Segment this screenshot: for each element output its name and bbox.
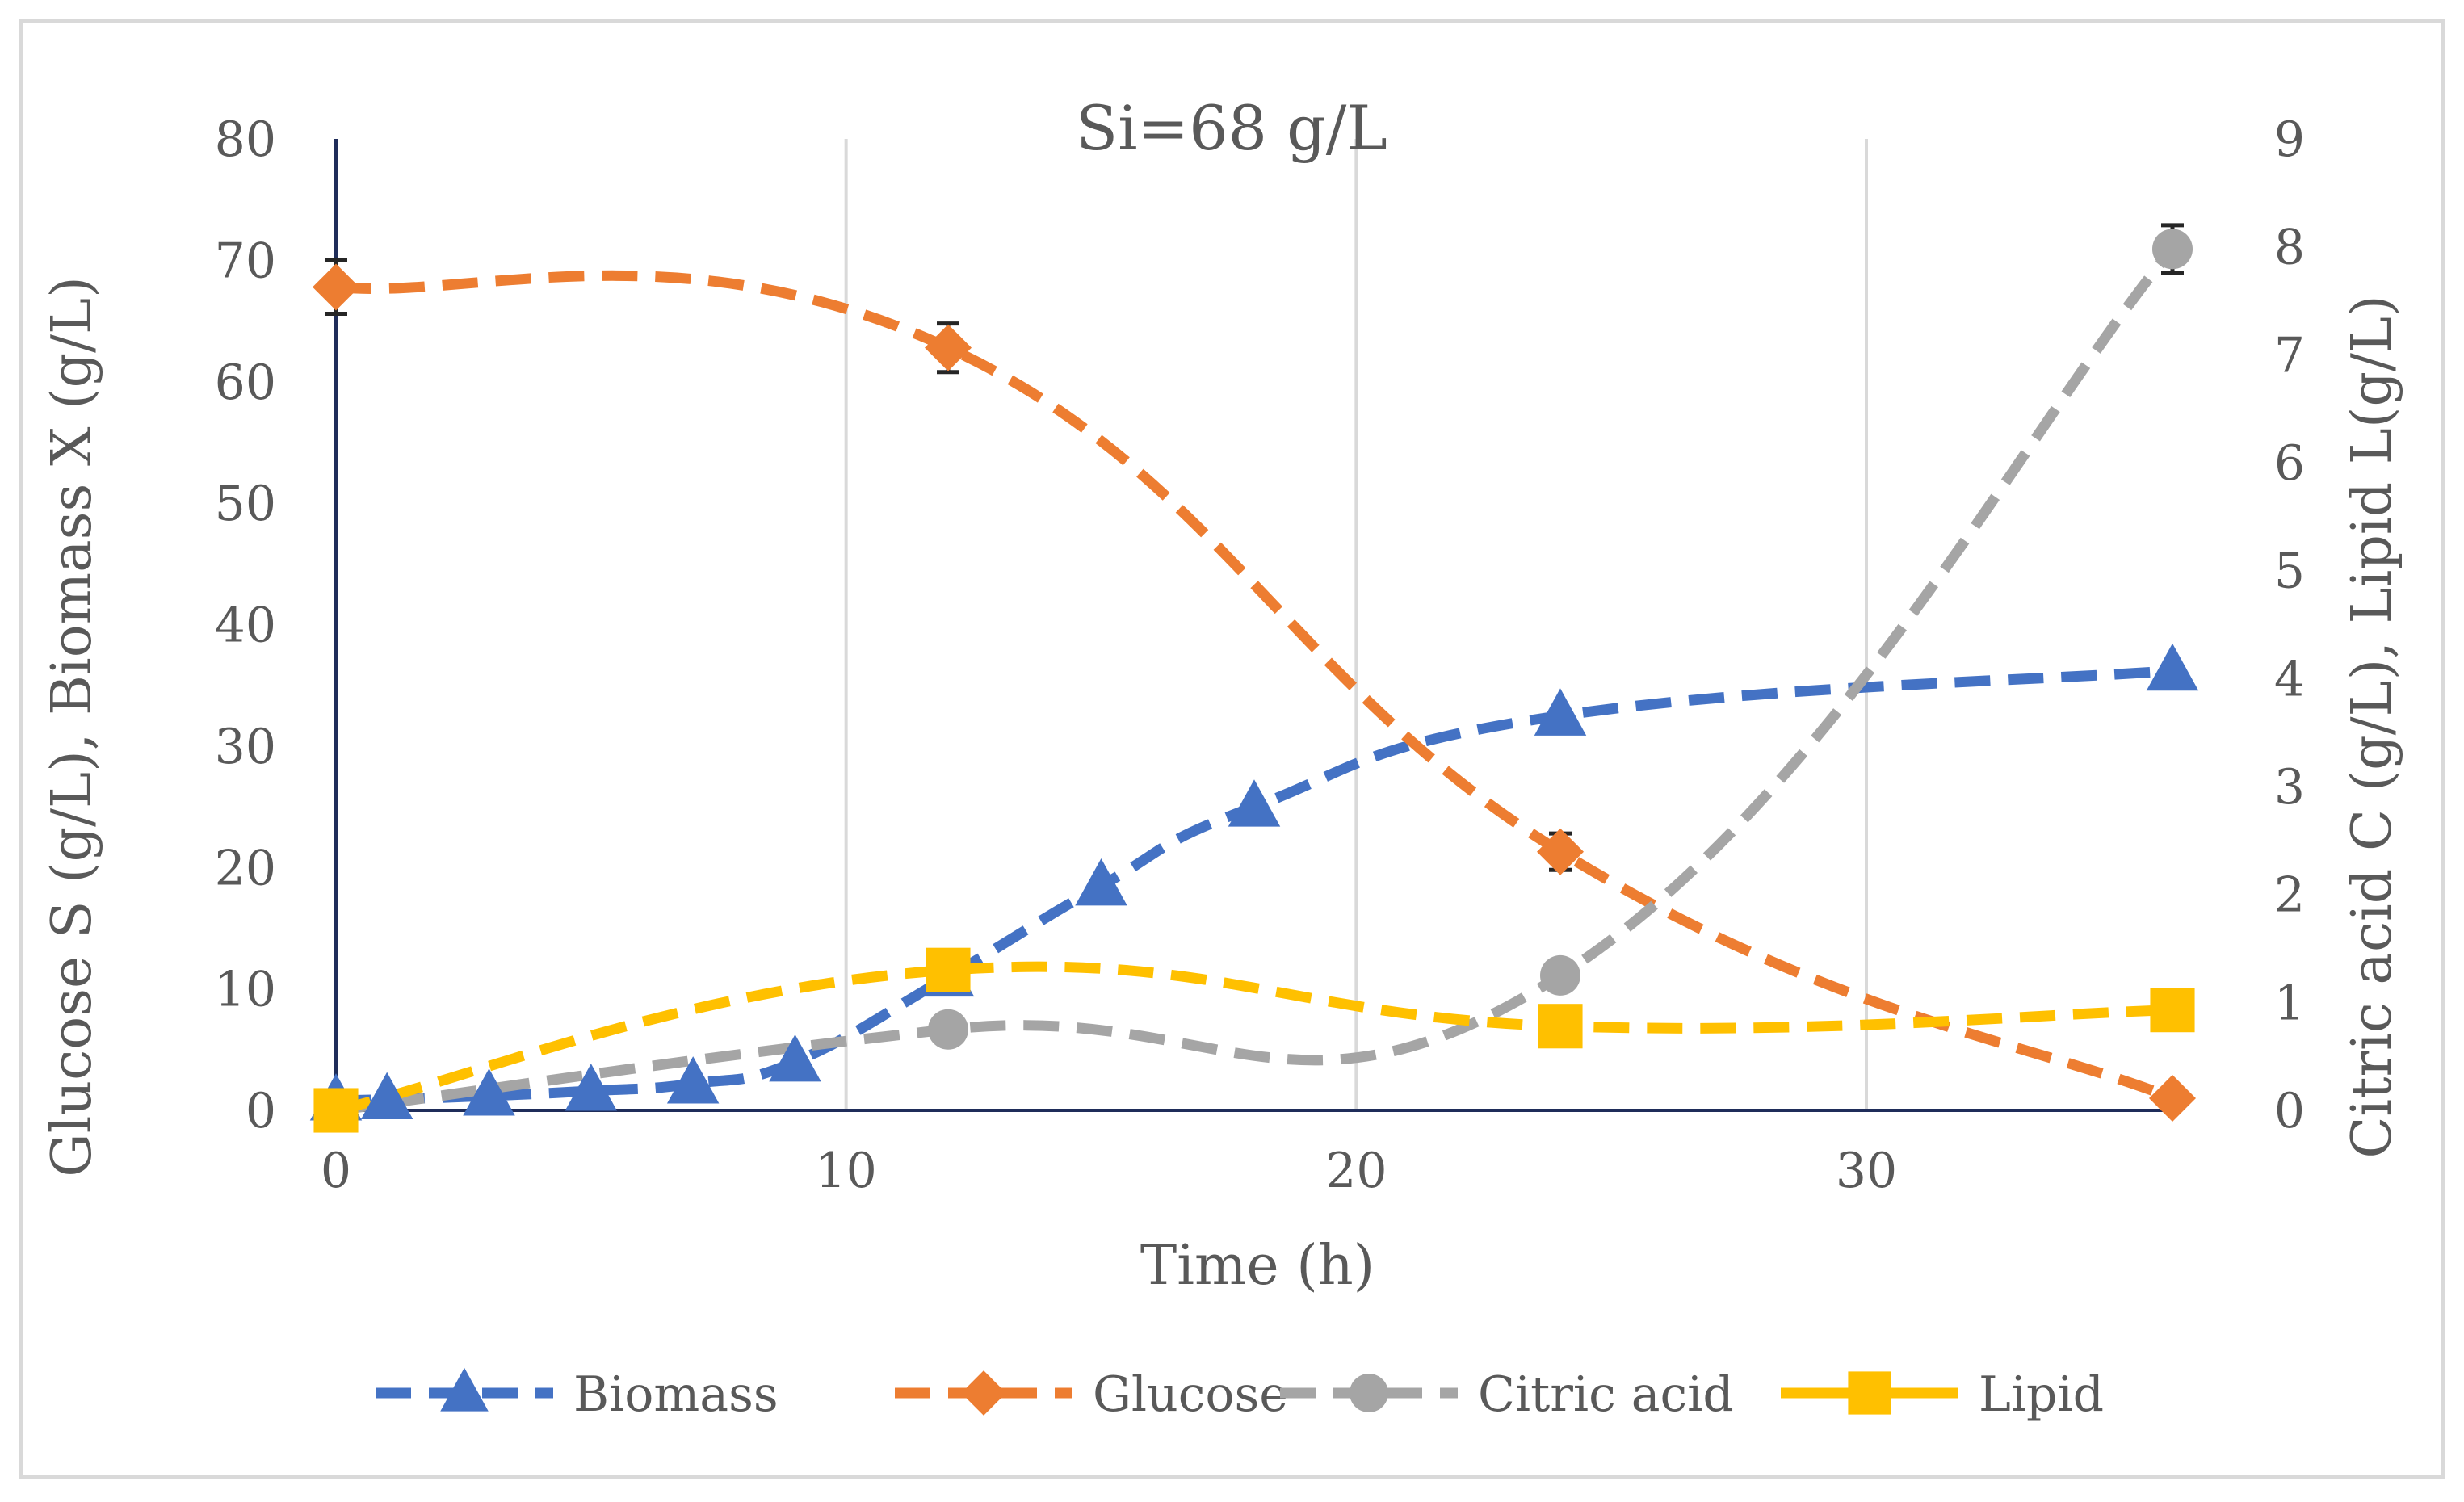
legend: Biomass Glucose Citric acid Lipid <box>376 1366 2104 1423</box>
legend-marker-lipid <box>1848 1371 1891 1415</box>
axis-layer: 0 10 20 30 0 10 20 30 40 50 60 70 80 0 1 2 3 4 5 6 7 8 9 <box>215 111 2305 1199</box>
legend-marker-glucose <box>961 1370 1006 1416</box>
y-axis-title-right: Citric acid C (g/L), Lipid L(g/L) <box>2340 295 2404 1158</box>
legend-item-lipid: Lipid <box>1781 1366 2104 1423</box>
legend-item-biomass: Biomass <box>376 1366 779 1423</box>
grid-layer <box>844 139 1868 1110</box>
y-left-tick-label: 60 <box>215 355 276 411</box>
lipid-point <box>2150 988 2195 1033</box>
lipid-line <box>334 961 2173 1116</box>
legend-label-biomass: Biomass <box>573 1366 779 1423</box>
y-right-tick-label: 5 <box>2274 543 2305 600</box>
y-right-tick-label: 7 <box>2274 327 2305 384</box>
legend-item-glucose: Glucose <box>895 1366 1288 1423</box>
legend-label-citric-acid: Citric acid <box>1478 1366 1734 1423</box>
y-right-tick-label: 9 <box>2274 111 2305 168</box>
lipid-point <box>926 947 971 992</box>
x-tick-label: 30 <box>1836 1143 1897 1199</box>
y-left-tick-label: 30 <box>215 719 276 775</box>
legend-label-glucose: Glucose <box>1093 1366 1288 1423</box>
y-left-tick-label: 40 <box>215 598 276 654</box>
chart-title: Si=68 g/L <box>1076 92 1387 164</box>
y-left-tick-label: 70 <box>215 233 276 289</box>
y-left-tick-label: 80 <box>215 111 276 168</box>
y-left-tick-label: 0 <box>246 1083 276 1139</box>
biomass-point <box>666 1056 720 1104</box>
glucose-line <box>335 270 2175 1103</box>
biomass-point <box>1075 858 1127 906</box>
legend-marker-biomass <box>440 1367 489 1412</box>
glucose-point <box>1537 828 1584 875</box>
y-right-tick-label: 8 <box>2274 220 2305 276</box>
citric-acid-point <box>2152 229 2193 270</box>
glucose-point <box>313 263 359 311</box>
x-tick-label: 10 <box>815 1143 876 1199</box>
biomass-point <box>1534 688 1587 736</box>
x-tick-label: 0 <box>321 1143 351 1199</box>
biomass-point <box>2146 643 2199 691</box>
y-right-tick-label: 6 <box>2274 435 2305 492</box>
biomass-point <box>463 1068 515 1116</box>
legend-item-citric-acid: Citric acid <box>1280 1366 1734 1423</box>
y-left-tick-label: 50 <box>215 476 276 532</box>
chart-border <box>19 19 2445 1479</box>
legend-label-lipid: Lipid <box>1979 1366 2104 1423</box>
lipid-point <box>1538 1004 1583 1049</box>
y-right-tick-label: 1 <box>2274 975 2305 1031</box>
legend-marker-citric-acid <box>1350 1374 1388 1412</box>
y-right-tick-label: 3 <box>2274 759 2305 816</box>
citric-acid-line <box>335 245 2176 1116</box>
marker-layer <box>309 223 2199 1133</box>
glucose-point <box>2149 1074 2196 1122</box>
y-axis-title-left: Glucose S (g/L), Biomass X (g/L) <box>40 276 104 1177</box>
y-left-tick-label: 20 <box>215 840 276 896</box>
citric-acid-point <box>928 1009 968 1050</box>
y-right-tick-label: 2 <box>2274 867 2305 924</box>
glucose-point <box>925 324 972 371</box>
y-left-tick-label: 10 <box>215 962 276 1018</box>
y-right-tick-label: 0 <box>2274 1083 2305 1139</box>
x-tick-label: 20 <box>1325 1143 1387 1199</box>
lipid-point <box>313 1088 359 1133</box>
citric-acid-point <box>1540 954 1580 996</box>
y-right-tick-label: 4 <box>2274 651 2305 707</box>
biomass-point <box>565 1064 618 1111</box>
biomass-point <box>769 1034 821 1082</box>
biomass-point <box>1228 779 1281 827</box>
biomass-point <box>360 1072 413 1120</box>
x-axis-title: Time (h) <box>1140 1234 1375 1298</box>
